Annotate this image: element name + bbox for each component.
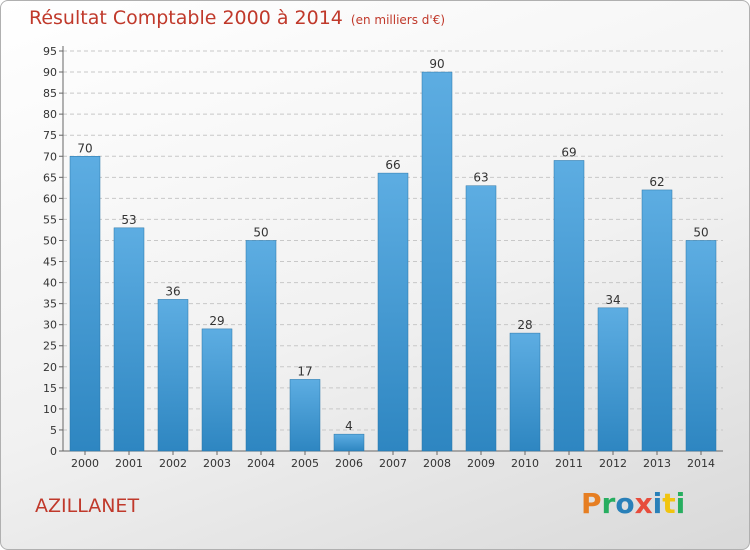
bar-2004	[245, 240, 277, 452]
bar-2011	[553, 160, 585, 452]
y-tick-label: 30	[43, 319, 57, 332]
y-tick-label: 10	[43, 403, 57, 416]
y-tick-label: 55	[43, 213, 57, 226]
x-tick-label: 2003	[203, 457, 231, 470]
x-tick-label: 2008	[423, 457, 451, 470]
y-tick-label: 0	[50, 445, 57, 458]
x-tick-label: 2010	[511, 457, 539, 470]
bar-2003	[201, 328, 233, 452]
bar-2009	[465, 185, 497, 452]
bar-2012	[597, 307, 629, 452]
y-tick-label: 75	[43, 129, 57, 142]
y-tick-label: 25	[43, 340, 57, 353]
data-label: 66	[385, 158, 400, 172]
x-tick-label: 2013	[643, 457, 671, 470]
data-label: 4	[345, 419, 353, 433]
x-tick-label: 2004	[247, 457, 275, 470]
bar-2006	[333, 433, 365, 452]
y-tick-label: 60	[43, 192, 57, 205]
y-tick-label: 15	[43, 382, 57, 395]
x-tick-label: 2014	[687, 457, 715, 470]
data-label: 70	[77, 141, 92, 155]
bar-2013	[641, 189, 673, 452]
y-tick-label: 95	[43, 45, 57, 58]
y-tick-label: 80	[43, 108, 57, 121]
logo-letter: i	[652, 487, 663, 520]
x-tick-label: 2002	[159, 457, 187, 470]
y-tick-label: 40	[43, 277, 57, 290]
y-tick-label: 90	[43, 66, 57, 79]
x-tick-label: 2007	[379, 457, 407, 470]
x-tick-label: 2005	[291, 457, 319, 470]
data-label: 17	[297, 364, 312, 378]
data-label: 90	[429, 57, 444, 71]
bar-2014	[685, 240, 717, 452]
x-tick-label: 2006	[335, 457, 363, 470]
bar-2005	[289, 379, 321, 452]
x-tick-label: 2009	[467, 457, 495, 470]
data-label: 34	[605, 293, 620, 307]
bar-2010	[509, 332, 541, 452]
x-tick-label: 2011	[555, 457, 583, 470]
bar-2000	[69, 156, 101, 452]
data-label: 53	[121, 213, 136, 227]
chart-title: Résultat Comptable 2000 à 2014 (en millie…	[29, 7, 445, 29]
y-tick-label: 85	[43, 87, 57, 100]
data-label: 69	[561, 145, 576, 159]
data-label: 50	[253, 225, 268, 239]
x-tick-label: 2000	[71, 457, 99, 470]
y-tick-label: 65	[43, 171, 57, 184]
logo-letter: o	[615, 487, 635, 520]
y-tick-label: 35	[43, 298, 57, 311]
y-tick-label: 50	[43, 234, 57, 247]
bar-2002	[157, 299, 189, 452]
bar-2008	[421, 71, 453, 452]
data-label: 62	[649, 175, 664, 189]
proxiti-logo[interactable]: Proxiti	[581, 487, 685, 520]
y-tick-label: 5	[50, 424, 57, 437]
y-tick-label: 70	[43, 150, 57, 163]
logo-letter: P	[581, 487, 602, 520]
data-label: 28	[517, 318, 532, 332]
chart-subtitle: (en milliers d'€)	[350, 13, 446, 27]
y-tick-label: 45	[43, 256, 57, 269]
data-label: 63	[473, 171, 488, 185]
bar-2007	[377, 172, 409, 452]
y-tick-label: 20	[43, 361, 57, 374]
data-label: 29	[209, 314, 224, 328]
logo-letter: x	[634, 487, 653, 520]
x-tick-label: 2012	[599, 457, 627, 470]
logo-letter: i	[675, 487, 686, 520]
commune-name: AZILLANET	[35, 495, 140, 517]
logo-letter: r	[601, 487, 616, 520]
data-label: 36	[165, 284, 180, 298]
data-label: 50	[693, 225, 708, 239]
chart-title-text: Résultat Comptable 2000 à 2014	[29, 7, 343, 29]
logo-letter: t	[662, 487, 676, 520]
x-tick-label: 2001	[115, 457, 143, 470]
bar-2001	[113, 227, 145, 452]
